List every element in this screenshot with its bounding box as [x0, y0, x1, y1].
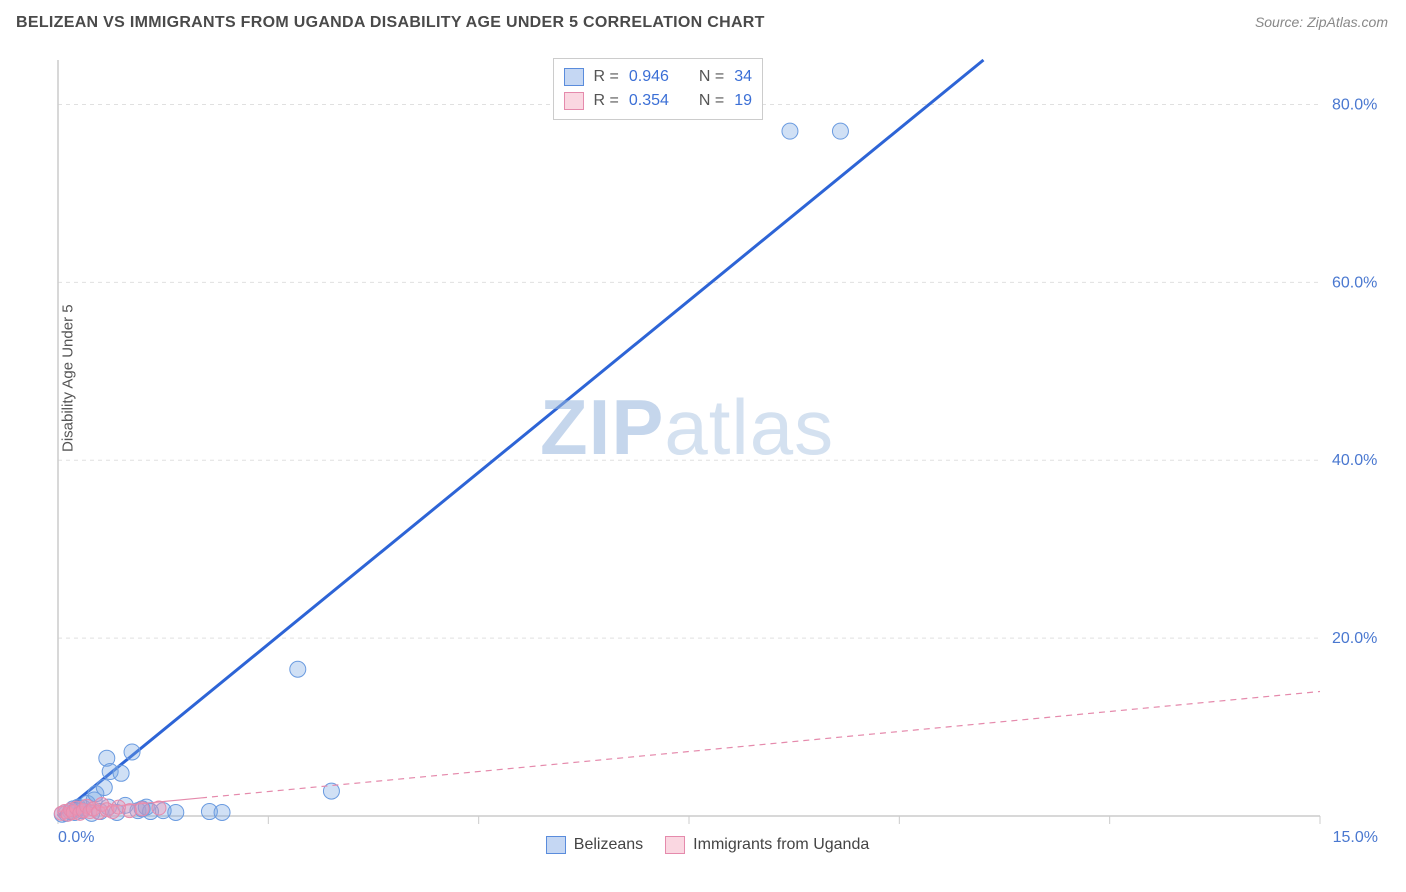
r-value: 0.946: [629, 65, 669, 89]
series-label: Immigrants from Uganda: [693, 836, 869, 854]
legend-swatch-icon: [564, 68, 584, 86]
chart-title: BELIZEAN VS IMMIGRANTS FROM UGANDA DISAB…: [16, 14, 765, 32]
series-label: Belizeans: [574, 836, 643, 854]
svg-text:0.0%: 0.0%: [58, 829, 94, 846]
n-label: N =: [699, 65, 724, 89]
series-legend: Belizeans Immigrants from Uganda: [546, 836, 869, 854]
r-label: R =: [594, 65, 619, 89]
n-value: 19: [734, 89, 752, 113]
series-legend-item: Belizeans: [546, 836, 643, 854]
legend-row: R = 0.946 N = 34: [564, 65, 753, 89]
svg-text:80.0%: 80.0%: [1332, 96, 1377, 113]
legend-swatch-icon: [564, 92, 584, 110]
source-name: ZipAtlas.com: [1307, 14, 1388, 30]
svg-text:60.0%: 60.0%: [1332, 274, 1377, 291]
correlation-legend: R = 0.946 N = 34 R = 0.354 N = 19: [553, 58, 764, 120]
legend-swatch-icon: [665, 836, 685, 854]
source-prefix: Source:: [1255, 14, 1307, 30]
svg-text:20.0%: 20.0%: [1332, 630, 1377, 647]
y-axis-label: Disability Age Under 5: [60, 304, 77, 452]
r-value: 0.354: [629, 89, 669, 113]
svg-text:40.0%: 40.0%: [1332, 452, 1377, 469]
chart-svg: 20.0% 40.0% 60.0% 80.0% 0.0% 15.0%: [50, 52, 1390, 852]
legend-row: R = 0.354 N = 19: [564, 89, 753, 113]
source-attribution: Source: ZipAtlas.com: [1255, 14, 1388, 30]
r-label: R =: [594, 89, 619, 113]
series-legend-item: Immigrants from Uganda: [665, 836, 869, 854]
n-value: 34: [734, 65, 752, 89]
n-label: N =: [699, 89, 724, 113]
legend-swatch-icon: [546, 836, 566, 854]
chart-plot-area: 20.0% 40.0% 60.0% 80.0% 0.0% 15.0% Disability…: [50, 52, 1390, 852]
svg-text:15.0%: 15.0%: [1333, 829, 1378, 846]
